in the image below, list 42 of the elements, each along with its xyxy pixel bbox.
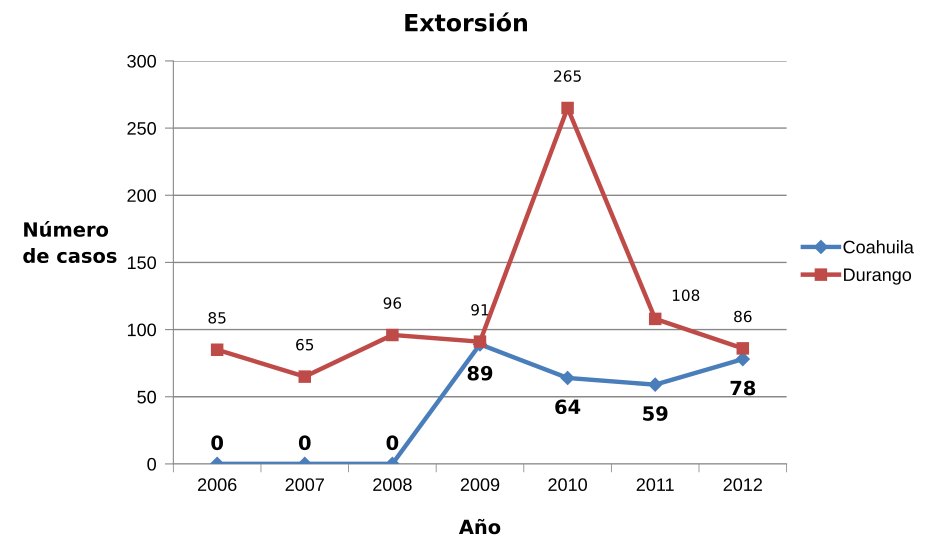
point <box>648 378 662 392</box>
data-label: 78 <box>730 380 756 396</box>
data-label: 89 <box>468 366 492 381</box>
x-tick-label: 2006 <box>198 478 236 492</box>
legend-label: Durango <box>844 268 912 285</box>
x-tick-label: 2011 <box>636 478 674 492</box>
x-tick-label: 2010 <box>548 478 587 492</box>
point <box>298 370 312 383</box>
data-label: 96 <box>384 297 402 309</box>
x-tick-label: 2009 <box>460 478 500 492</box>
y-tick-label: 50 <box>137 390 156 404</box>
data-label: 91 <box>471 304 488 316</box>
x-tick-label: 2007 <box>286 478 324 492</box>
point <box>560 370 575 386</box>
legend-label: Coahuila <box>843 240 914 254</box>
x-axis-title: Año <box>458 518 500 534</box>
data-label: 265 <box>554 70 581 82</box>
point <box>386 328 399 342</box>
point <box>561 102 574 114</box>
point <box>474 335 486 348</box>
point <box>648 312 662 326</box>
point <box>210 343 224 356</box>
y-tick-label: 100 <box>128 324 156 336</box>
x-tick-label: 2012 <box>724 478 762 492</box>
data-label: 86 <box>734 310 752 322</box>
data-label: 65 <box>296 338 314 350</box>
chart-title: Extorsión <box>405 12 527 32</box>
y-tick-label: 0 <box>147 458 156 471</box>
y-tick-label: 250 <box>127 122 156 135</box>
data-label: 64 <box>555 399 580 414</box>
data-label: 0 <box>298 435 311 450</box>
y-tick-label: 200 <box>127 189 156 202</box>
data-label: 85 <box>208 312 226 324</box>
data-label: 0 <box>386 435 398 450</box>
y-axis-title: Número de casos <box>23 221 116 264</box>
point <box>736 342 750 355</box>
data-label: 108 <box>672 289 700 302</box>
data-label: 0 <box>211 435 223 450</box>
y-tick-label: 150 <box>128 256 156 270</box>
data-label: 59 <box>643 406 668 421</box>
y-tick-label: 300 <box>127 54 156 68</box>
x-tick-label: 2008 <box>373 478 412 492</box>
